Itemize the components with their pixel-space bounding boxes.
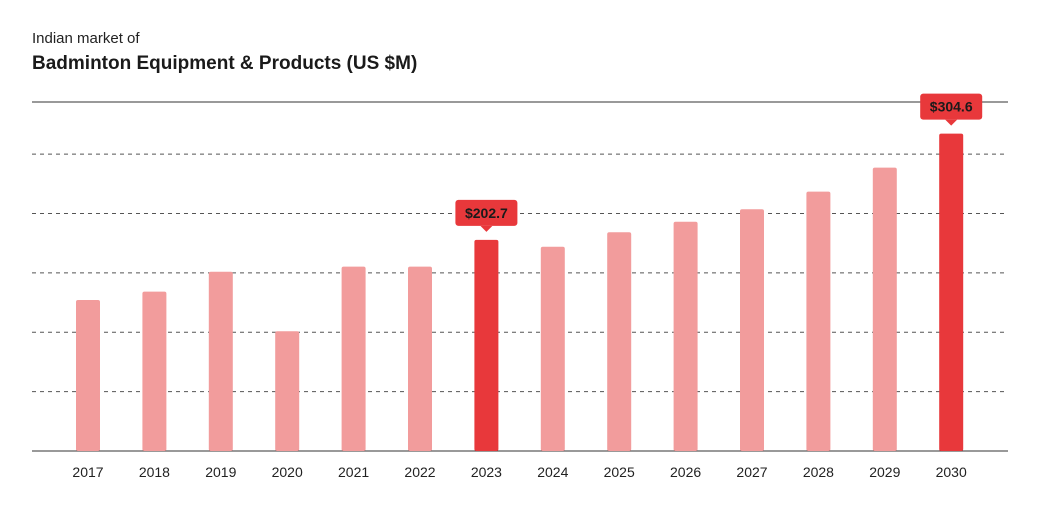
x-tick-2019: 2019: [205, 464, 236, 480]
x-tick-2029: 2029: [869, 464, 900, 480]
chart-title: Badminton Equipment & Products (US $M): [32, 53, 418, 74]
x-tick-2017: 2017: [72, 464, 103, 480]
bar-2025: [607, 232, 632, 451]
bar-2017: [76, 299, 100, 451]
bar-2021: [341, 266, 366, 451]
x-tick-2024: 2024: [537, 464, 568, 480]
value-callouts: $202.7 $304.6: [455, 93, 983, 232]
callout-box-2023: [455, 199, 518, 226]
bar-2026: [673, 221, 698, 451]
bar-2028: [806, 191, 831, 451]
bar-2022: [408, 266, 432, 451]
x-tick-2030: 2030: [936, 464, 967, 480]
x-tick-2023: 2023: [471, 464, 502, 480]
bar-2029: [872, 167, 897, 451]
callout-box-2030: [920, 93, 983, 120]
x-tick-2018: 2018: [139, 464, 170, 480]
bar-2020: [275, 331, 300, 451]
x-tick-2027: 2027: [736, 464, 767, 480]
data-label-2023: $202.7: [465, 205, 508, 221]
bars: [76, 133, 964, 451]
bar-2019: [208, 271, 233, 451]
bar-2027: [740, 209, 764, 451]
callout-2030: $304.6: [920, 93, 983, 126]
bar-2023: [474, 239, 499, 451]
x-tick-2021: 2021: [338, 464, 369, 480]
chart-subtitle: Indian market of: [32, 30, 140, 47]
gridlines: [32, 101, 1008, 452]
x-tick-2025: 2025: [604, 464, 635, 480]
callout-2023: $202.7: [455, 199, 518, 232]
x-tick-2028: 2028: [803, 464, 834, 480]
callout-pointer-2030: [945, 119, 958, 126]
x-tick-2022: 2022: [404, 464, 435, 480]
x-axis-ticks: 2017 2018 2019 2020 2021 2022 2023 2024 2025 2026…: [72, 464, 967, 480]
bar-2030: [939, 133, 964, 451]
x-tick-2026: 2026: [670, 464, 701, 480]
x-tick-2020: 2020: [272, 464, 303, 480]
data-label-2030: $304.6: [930, 99, 973, 115]
bar-2018: [142, 291, 167, 451]
bar-2024: [540, 246, 565, 451]
callout-pointer-2023: [480, 225, 493, 232]
